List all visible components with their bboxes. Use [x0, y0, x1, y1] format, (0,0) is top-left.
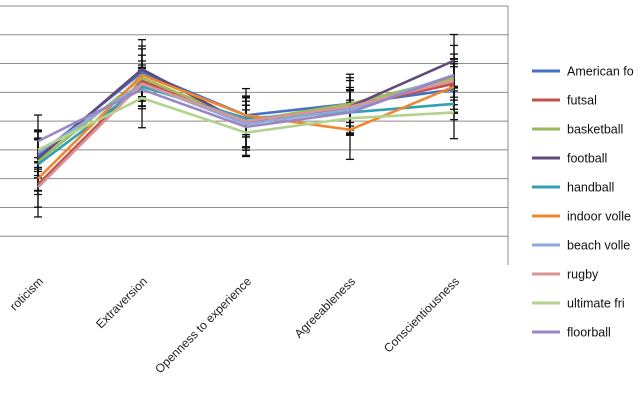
legend-label: rugby — [567, 268, 599, 282]
legend-label: ultimate fri — [567, 297, 625, 311]
series-line-rugby — [37, 79, 455, 189]
series-lines — [37, 59, 455, 189]
legend-label: football — [567, 152, 607, 166]
x-tick-label: roticism — [7, 274, 46, 313]
legend-entry: floorball — [532, 326, 611, 340]
series-line-handball — [37, 85, 455, 166]
legend-entry: futsal — [532, 94, 597, 108]
legend-entry: indoor volle — [532, 210, 631, 224]
legend-label: beach volle — [567, 239, 630, 253]
x-tick-label: Conscientiousness — [381, 274, 462, 355]
legend-entry: basketball — [532, 123, 623, 137]
series-line-floorball — [37, 73, 455, 143]
legend-label: floorball — [567, 326, 611, 340]
legend-entry: rugby — [532, 268, 599, 282]
legend-entry: handball — [532, 181, 614, 195]
legend-label: futsal — [567, 94, 597, 108]
legend-entry: American fo — [532, 65, 634, 79]
legend: American fo futsal basketball football handb… — [532, 65, 634, 340]
x-tick-label: Openness to experience — [152, 274, 254, 376]
legend-label: basketball — [567, 123, 623, 137]
x-axis-tick-labels: roticism Extraversion Openness to experien… — [7, 274, 462, 376]
x-tick-label: Extraversion — [93, 274, 150, 331]
legend-label: indoor volle — [567, 210, 631, 224]
series-line-ultimate-frisbee — [37, 96, 455, 152]
legend-entry: ultimate fri — [532, 297, 625, 311]
x-tick-label: Agreeableness — [292, 274, 359, 341]
legend-label: handball — [567, 181, 614, 195]
legend-entry: beach volle — [532, 239, 630, 253]
legend-label: American fo — [567, 65, 634, 79]
legend-entry: football — [532, 152, 607, 166]
